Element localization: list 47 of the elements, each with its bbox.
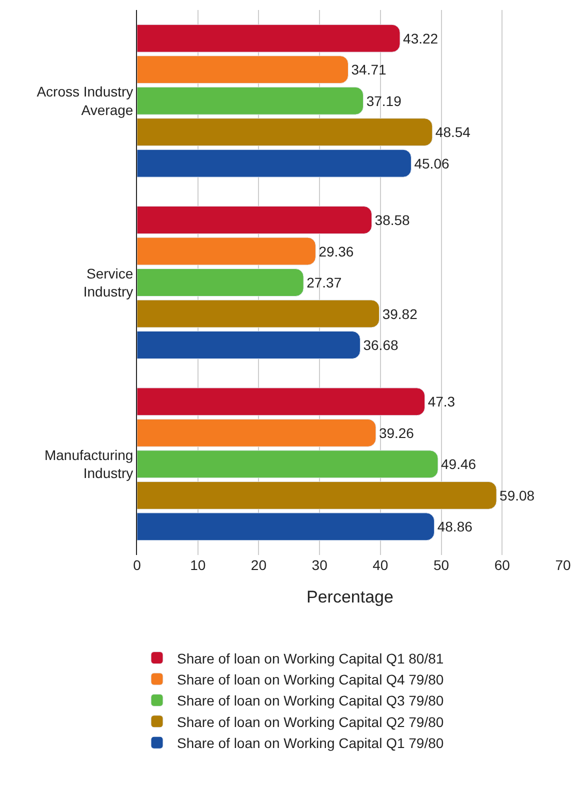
bar — [137, 118, 433, 146]
bar — [137, 512, 435, 541]
y-tick-label: Service Industry — [83, 265, 134, 300]
x-tick-label: 40 — [372, 557, 388, 573]
legend-label: Share of loan on Working Capital Q2 79/80 — [177, 714, 444, 730]
x-tick-label: 60 — [494, 557, 510, 573]
data-label: 38.58 — [374, 212, 410, 228]
x-axis-title: Percentage — [306, 587, 394, 606]
bar — [137, 300, 380, 328]
bar — [137, 237, 316, 266]
bar — [137, 206, 372, 234]
data-label: 59.08 — [500, 487, 535, 504]
x-tick-label: 50 — [434, 557, 450, 573]
data-label: 29.36 — [318, 243, 354, 260]
data-label: 48.86 — [437, 518, 473, 535]
y-tick-label: Manufacturing Industry — [44, 446, 134, 482]
x-tick-label: 0 — [133, 557, 142, 573]
data-label: 39.82 — [382, 306, 418, 322]
bar — [137, 481, 497, 510]
data-label: 27.37 — [306, 274, 342, 290]
data-label: 47.3 — [428, 394, 456, 410]
bar — [137, 268, 304, 296]
data-label: 34.71 — [351, 62, 386, 78]
x-tick-label: 10 — [190, 557, 206, 573]
bar — [137, 450, 438, 478]
data-label: 48.54 — [435, 124, 471, 140]
legend-label: Share of loan on Working Capital Q3 79/80 — [177, 692, 444, 709]
bar — [137, 149, 412, 178]
legend-label: Share of loan on Working Capital Q1 80/81 — [177, 650, 444, 666]
y-tick-label: Across Industry Average — [36, 84, 134, 118]
data-label: 45.06 — [414, 155, 450, 172]
data-label: 37.19 — [366, 92, 402, 109]
bar — [137, 418, 376, 447]
bar — [137, 24, 400, 52]
legend-label: Share of loan on Working Capital Q1 79/80 — [177, 735, 444, 752]
data-label: 49.46 — [441, 456, 476, 472]
x-tick-label: 30 — [312, 557, 328, 573]
bar — [137, 388, 426, 416]
bar — [137, 330, 360, 359]
bar — [137, 86, 364, 115]
x-tick-label: 20 — [250, 557, 267, 573]
data-label: 43.22 — [403, 30, 438, 46]
data-label: 36.68 — [363, 336, 398, 353]
legend-label: Share of loan on Working Capital Q4 79/80 — [177, 671, 444, 688]
x-tick-label: 70 — [555, 557, 571, 573]
bar — [137, 56, 348, 84]
data-label: 39.26 — [378, 424, 414, 441]
